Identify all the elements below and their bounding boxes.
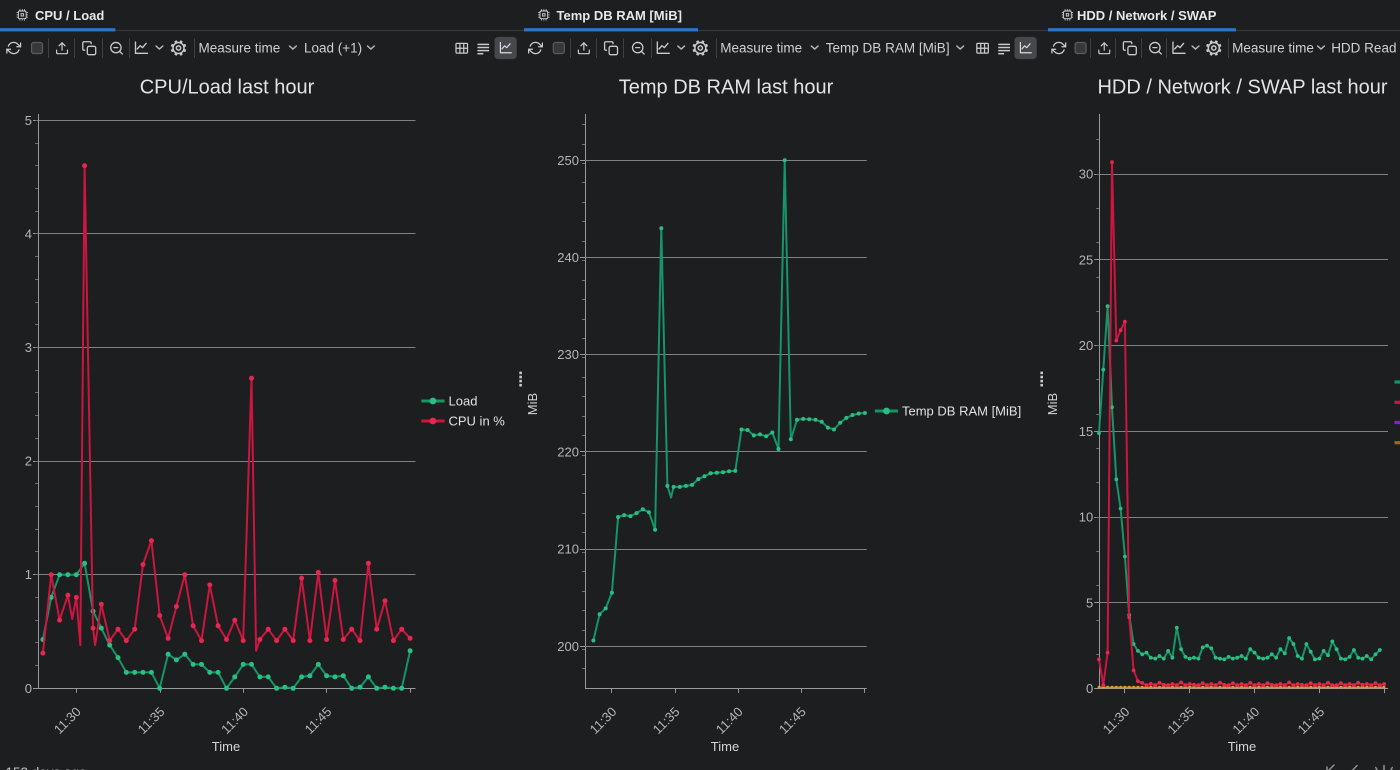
svg-text:0: 0 (1086, 681, 1093, 696)
svg-text:11:40: 11:40 (713, 704, 746, 737)
svg-text:10: 10 (1079, 510, 1093, 525)
svg-text:11:30: 11:30 (1100, 704, 1133, 737)
svg-text:MiB: MiB (1045, 393, 1060, 415)
svg-text:11:35: 11:35 (650, 704, 683, 737)
svg-text:CPU in %: CPU in % (449, 414, 506, 429)
svg-text:Time: Time (1228, 739, 1256, 754)
svg-text:25: 25 (1079, 252, 1093, 267)
svg-text:210: 210 (557, 542, 579, 557)
svg-text:0: 0 (25, 681, 32, 696)
svg-text:CPU/Load last hour: CPU/Load last hour (140, 77, 315, 99)
svg-text:152 days ago: 152 days ago (6, 765, 87, 770)
svg-text:Temp DB RAM [MiB]: Temp DB RAM [MiB] (557, 8, 682, 23)
svg-text:Measure time: Measure time (720, 41, 802, 56)
svg-text:5: 5 (25, 113, 32, 128)
svg-text:HDD / Network / SWAP last hour: HDD / Network / SWAP last hour (1097, 77, 1387, 99)
svg-text:3: 3 (25, 340, 32, 355)
svg-text:Time: Time (212, 739, 240, 754)
svg-text:220: 220 (557, 444, 579, 459)
svg-text:30: 30 (1079, 167, 1093, 182)
svg-text:MiB: MiB (525, 393, 540, 415)
svg-text:CPU / Load: CPU / Load (35, 8, 104, 23)
svg-text:1: 1 (25, 567, 32, 582)
svg-text:Measure time: Measure time (199, 41, 281, 56)
svg-text:11:45: 11:45 (302, 704, 335, 737)
svg-text:Load: Load (449, 394, 478, 409)
svg-text:Measure time: Measure time (1232, 41, 1314, 56)
svg-text:4: 4 (25, 226, 32, 241)
svg-text:15: 15 (1079, 424, 1093, 439)
svg-text:Time: Time (711, 739, 739, 754)
svg-text:11:35: 11:35 (1164, 704, 1197, 737)
svg-text:230: 230 (557, 347, 579, 362)
svg-text:200: 200 (557, 639, 579, 654)
svg-text:250: 250 (557, 153, 579, 168)
svg-text:Temp DB RAM [MiB]: Temp DB RAM [MiB] (826, 41, 950, 56)
svg-text:11:40: 11:40 (218, 704, 251, 737)
svg-text:Temp DB RAM last hour: Temp DB RAM last hour (619, 77, 834, 99)
svg-text:2: 2 (25, 454, 32, 469)
svg-text:HDD / Network / SWAP: HDD / Network / SWAP (1077, 8, 1217, 23)
svg-text:11:45: 11:45 (1294, 704, 1327, 737)
svg-text:11:30: 11:30 (51, 704, 84, 737)
svg-text:Temp DB RAM [MiB]: Temp DB RAM [MiB] (902, 404, 1021, 419)
svg-text:HDD Read [: HDD Read [ (1331, 41, 1400, 56)
svg-text:11:45: 11:45 (776, 704, 809, 737)
svg-text:5: 5 (1086, 595, 1093, 610)
svg-text:11:40: 11:40 (1229, 704, 1262, 737)
svg-text:240: 240 (557, 250, 579, 265)
svg-text:20: 20 (1079, 338, 1093, 353)
svg-text:11:30: 11:30 (587, 704, 620, 737)
svg-text:11:35: 11:35 (135, 704, 168, 737)
svg-text:Load (+1): Load (+1) (304, 41, 362, 56)
